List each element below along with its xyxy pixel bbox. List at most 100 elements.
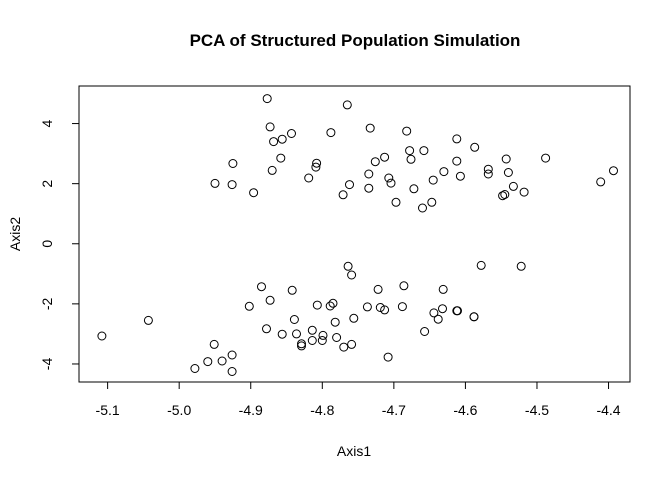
data-point (383, 352, 393, 362)
data-point (307, 336, 317, 345)
chart-title: PCA of Structured Population Simulation (190, 31, 521, 50)
data-point (476, 260, 486, 270)
data-point (349, 313, 359, 323)
data-point (483, 169, 493, 179)
data-point (498, 191, 508, 201)
data-point (433, 314, 443, 324)
data-point (209, 339, 219, 349)
y-tick-label: 2 (39, 180, 55, 188)
data-point (503, 168, 513, 177)
data-point (244, 301, 254, 311)
data-point (409, 184, 419, 194)
data-point (297, 341, 306, 351)
data-point (97, 331, 107, 341)
data-point (312, 300, 322, 310)
data-point (365, 123, 375, 133)
data-point (311, 162, 321, 172)
data-point (228, 159, 238, 168)
data-point (380, 152, 390, 162)
data-point (402, 126, 412, 136)
data-point (287, 285, 297, 295)
data-point (325, 301, 335, 311)
y-tick-label: -4 (39, 358, 55, 371)
data-point (339, 342, 349, 352)
scatter-points (97, 94, 618, 376)
data-point (292, 329, 301, 339)
x-tick-label: -4.7 (382, 402, 406, 418)
data-point (190, 364, 200, 373)
y-tick-label: -2 (39, 297, 55, 310)
data-point (500, 190, 510, 199)
data-point (262, 324, 271, 334)
data-point (405, 146, 415, 156)
data-point (439, 167, 449, 177)
data-point (375, 303, 385, 312)
data-point (453, 306, 462, 316)
data-point (427, 197, 437, 207)
data-point (276, 153, 286, 163)
data-point (428, 175, 438, 185)
data-point (304, 173, 314, 183)
data-point (257, 282, 266, 292)
data-point (483, 164, 493, 174)
x-axis: -5.1 -5.0 -4.9 -4.8 -4.7 -4.6 -4.5 -4.4 (96, 382, 621, 418)
data-point (287, 129, 296, 138)
data-point (519, 187, 529, 197)
data-point (469, 312, 479, 322)
data-point (318, 330, 328, 340)
data-point (289, 315, 299, 324)
x-axis-label: Axis1 (337, 443, 371, 459)
data-point (455, 171, 465, 181)
data-point (269, 137, 279, 147)
data-point (330, 317, 340, 327)
data-point (262, 94, 272, 104)
data-point (429, 308, 439, 318)
data-point (386, 178, 396, 188)
data-point (342, 100, 352, 110)
x-tick-label: -4.5 (525, 402, 549, 418)
data-point (297, 339, 306, 349)
data-point (227, 367, 237, 376)
data-point (419, 146, 429, 156)
data-point (596, 177, 606, 187)
data-point (362, 302, 372, 312)
data-point (249, 188, 259, 198)
y-axis-label: Axis2 (7, 217, 23, 251)
y-tick-label: 4 (39, 119, 55, 127)
y-tick-label: 0 (39, 240, 55, 248)
data-point (501, 154, 511, 164)
data-point (384, 173, 394, 183)
data-point (227, 180, 237, 190)
data-point (508, 181, 518, 191)
data-point (338, 190, 348, 200)
data-point (609, 166, 618, 176)
data-point (364, 169, 374, 179)
data-point (312, 158, 322, 168)
data-point (347, 270, 357, 280)
data-point (307, 325, 317, 335)
plot-frame (78, 85, 631, 383)
data-point (210, 178, 220, 188)
data-point (380, 305, 390, 315)
data-point (420, 327, 430, 336)
data-point (267, 165, 277, 175)
data-point (373, 284, 383, 294)
data-point (364, 183, 374, 193)
data-point (438, 304, 447, 314)
data-point (347, 339, 357, 349)
data-point (399, 281, 409, 291)
data-point (452, 156, 462, 166)
data-point (370, 157, 380, 167)
x-tick-label: -5.0 (167, 402, 191, 418)
data-point (217, 356, 227, 366)
data-point (397, 302, 407, 312)
data-point (516, 261, 526, 271)
x-tick-label: -4.8 (310, 402, 334, 418)
data-point (332, 333, 342, 342)
data-point (470, 142, 480, 152)
data-point (406, 154, 416, 164)
data-point (391, 197, 401, 207)
x-tick-label: -4.4 (596, 402, 620, 418)
data-point (345, 180, 354, 190)
